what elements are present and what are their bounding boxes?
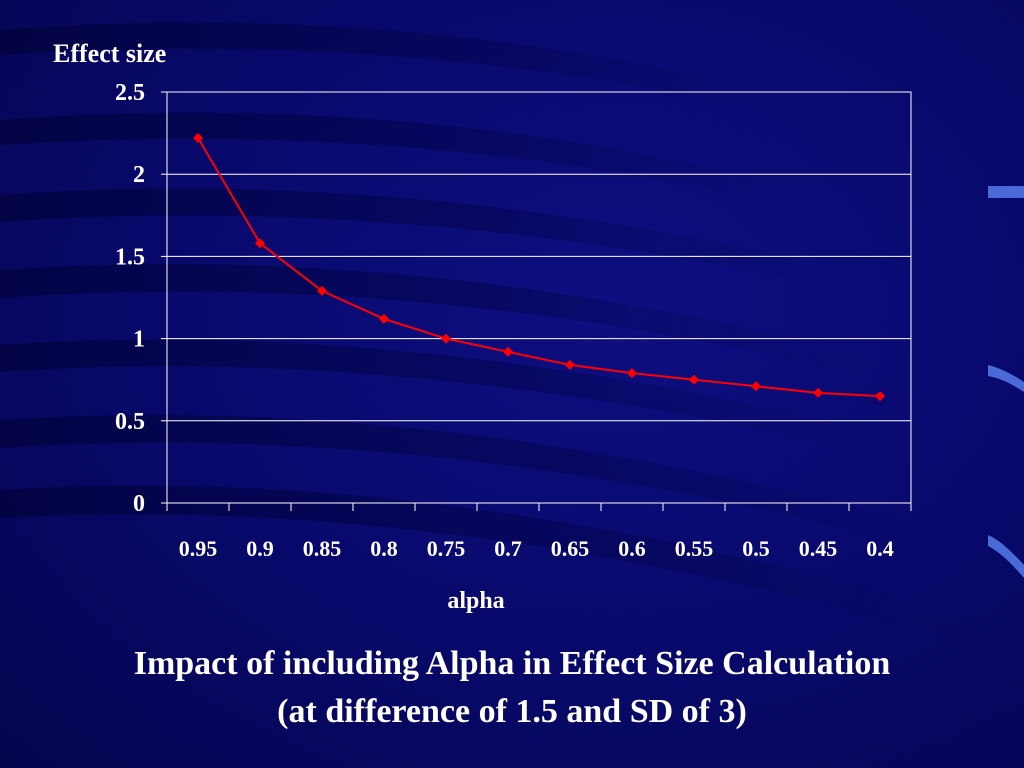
y-tick-label: 1.5 — [115, 244, 145, 270]
data-point-marker — [813, 387, 823, 398]
x-tick-label: 0.7 — [494, 536, 522, 561]
data-point-marker — [565, 359, 575, 370]
data-point-marker — [875, 391, 885, 402]
bg-swoosh — [0, 414, 940, 552]
data-point-marker — [503, 346, 513, 357]
bg-swoosh — [0, 339, 900, 462]
bg-swoosh — [0, 22, 760, 110]
x-tick-label: 0.4 — [866, 536, 894, 561]
x-tick-label: 0.85 — [303, 536, 342, 561]
x-tick-label: 0.8 — [370, 536, 398, 561]
data-point-marker — [751, 381, 761, 392]
data-point-marker — [379, 313, 389, 324]
y-tick-label: 2 — [133, 162, 145, 188]
data-point-marker — [627, 368, 637, 379]
x-axis-label: alpha — [447, 588, 504, 614]
series-line — [197, 137, 881, 398]
caption-line-1: Impact of including Alpha in Effect Size… — [133, 645, 891, 682]
caption-line-2: (at difference of 1.5 and SD of 3) — [277, 693, 747, 730]
data-point-marker — [441, 333, 451, 344]
x-tick-label: 0.65 — [551, 536, 590, 561]
x-tick-label: 0.55 — [675, 536, 714, 561]
bg-swoosh — [0, 188, 840, 290]
edge-accent — [988, 186, 1024, 198]
x-tick-label: 0.5 — [742, 536, 770, 561]
y-tick-label: 2.5 — [115, 80, 145, 106]
y-axis-label: Effect size — [53, 39, 166, 68]
plot-border — [166, 91, 912, 504]
edge-accent — [988, 365, 1024, 392]
x-tick-label: 0.6 — [618, 536, 646, 561]
data-point-marker — [689, 374, 699, 385]
data-point-marker — [255, 238, 265, 249]
plot-area: 0 0.5 1 1.5 2 2.5 0.95 0.9 0.85 0.8 0.75 0.7 0.65 0.6… — [115, 80, 912, 561]
x-tick-label: 0.45 — [799, 536, 838, 561]
bg-swoosh — [0, 485, 980, 645]
x-tick-label: 0.75 — [427, 536, 466, 561]
y-tick-label: 1 — [133, 327, 145, 353]
edge-accent — [988, 535, 1024, 578]
x-tick-label: 0.95 — [179, 536, 218, 561]
y-tick-label: 0.5 — [115, 409, 145, 435]
data-point-marker — [193, 133, 203, 144]
x-tick-label: 0.9 — [246, 536, 274, 561]
data-point-marker — [317, 285, 327, 296]
y-tick-label: 0 — [133, 491, 145, 517]
bg-swoosh — [0, 264, 880, 380]
